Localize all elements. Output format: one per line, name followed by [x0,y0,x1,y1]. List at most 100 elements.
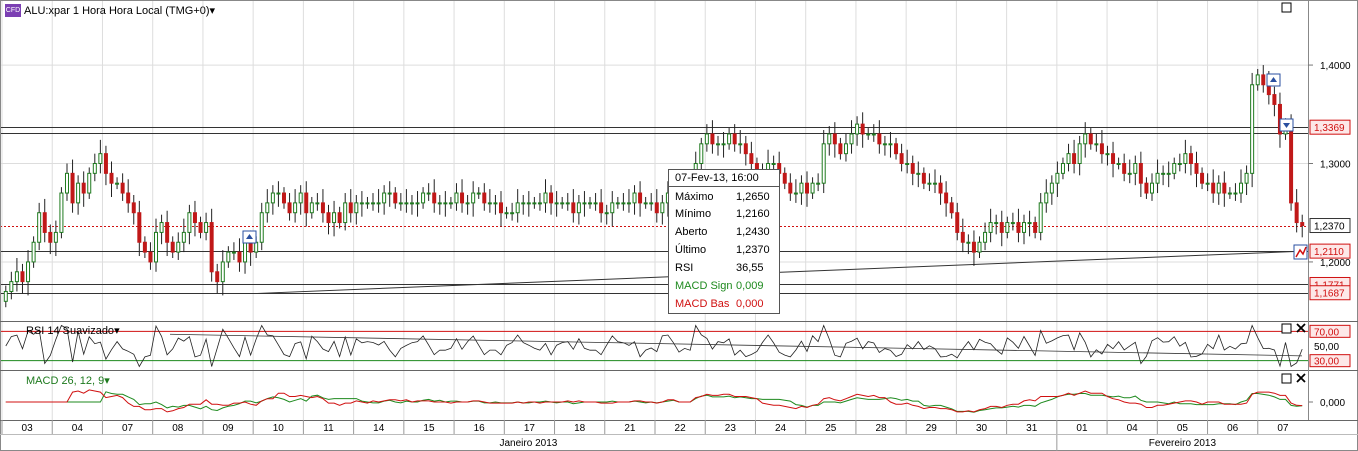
candle-body[interactable] [810,182,815,194]
candle-body[interactable] [632,192,637,204]
candle-body[interactable] [64,172,69,194]
candle-body[interactable] [304,192,309,214]
candle-body[interactable] [159,222,164,233]
candle-body[interactable] [14,271,19,283]
candle-body[interactable] [254,241,259,253]
candle-body[interactable] [1188,153,1193,164]
candle-body[interactable] [1083,133,1088,145]
candle-body[interactable] [398,202,403,205]
candle-body[interactable] [371,202,376,205]
candle-body[interactable] [426,192,431,195]
candle-body[interactable] [715,143,720,146]
candle-body[interactable] [805,182,810,194]
candle-body[interactable] [326,212,331,224]
candle-body[interactable] [365,202,370,205]
candle-body[interactable] [738,143,743,146]
candle-body[interactable] [1066,153,1071,164]
candle-body[interactable] [448,202,453,205]
candle-body[interactable] [20,271,25,283]
candle-body[interactable] [1227,192,1232,195]
candle-body[interactable] [1033,222,1038,233]
candle-body[interactable] [654,202,659,214]
candle-body[interactable] [137,212,142,243]
candle-body[interactable] [560,202,565,205]
candle-body[interactable] [855,123,860,135]
candle-body[interactable] [1222,182,1227,194]
candle-body[interactable] [1149,182,1154,194]
candle-body[interactable] [1133,163,1138,174]
candle-body[interactable] [1211,182,1216,194]
candle-body[interactable] [899,153,904,164]
candle-body[interactable] [293,202,298,214]
candle-body[interactable] [343,202,348,224]
candle-body[interactable] [515,202,520,214]
candle-body[interactable] [710,133,715,145]
candle-body[interactable] [838,143,843,155]
candle-body[interactable] [599,202,604,214]
candle-body[interactable] [1099,143,1104,155]
candle-body[interactable] [332,212,337,224]
candle-body[interactable] [1166,172,1171,175]
candle-body[interactable] [120,182,125,194]
maximize-icon[interactable] [1281,323,1292,334]
candle-body[interactable] [1072,153,1077,164]
candle-body[interactable] [877,133,882,145]
candle-body[interactable] [832,133,837,145]
candle-body[interactable] [287,202,292,214]
candle-body[interactable] [983,231,988,243]
candle-body[interactable] [1060,163,1065,174]
candle-body[interactable] [1233,192,1238,195]
candle-body[interactable] [165,222,170,243]
candle-body[interactable] [1088,133,1093,145]
candle-body[interactable] [554,202,559,205]
candle-body[interactable] [827,133,832,145]
candle-body[interactable] [994,222,999,225]
candle-body[interactable] [1172,163,1177,174]
candle-body[interactable] [482,192,487,204]
candle-body[interactable] [1194,163,1199,174]
candle-body[interactable] [170,241,175,253]
candle-body[interactable] [944,192,949,204]
candle-body[interactable] [215,271,220,283]
candle-body[interactable] [59,192,64,233]
candle-body[interactable] [1010,222,1015,225]
candle-body[interactable] [932,182,937,185]
candle-body[interactable] [220,261,225,283]
candle-body[interactable] [721,143,726,146]
candle-body[interactable] [949,202,954,214]
candle-body[interactable] [37,212,42,243]
candle-body[interactable] [192,212,197,224]
candle-body[interactable] [243,241,248,263]
candle-body[interactable] [999,222,1004,233]
candle-body[interactable] [621,202,626,205]
candle-body[interactable] [543,192,548,204]
candle-body[interactable] [638,192,643,204]
candle-body[interactable] [1077,143,1082,164]
candle-body[interactable] [1289,123,1294,204]
candle-body[interactable] [537,202,542,205]
candle-body[interactable] [187,212,192,233]
candle-body[interactable] [320,202,325,214]
candle-body[interactable] [1294,202,1299,224]
candle-body[interactable] [1183,153,1188,164]
maximize-icon[interactable] [1281,2,1292,13]
close-icon[interactable] [1296,373,1306,383]
candle-body[interactable] [1250,84,1255,174]
candle-body[interactable] [148,251,153,263]
candle-body[interactable] [593,202,598,205]
candle-body[interactable] [1105,153,1110,156]
candle-body[interactable] [53,231,58,243]
candle-body[interactable] [526,202,531,205]
chevron-down-icon[interactable]: ▾ [104,375,110,387]
candle-body[interactable] [209,222,214,273]
candle-body[interactable] [521,202,526,205]
candle-body[interactable] [1161,172,1166,175]
candle-body[interactable] [971,241,976,253]
candle-body[interactable] [565,202,570,205]
candle-body[interactable] [3,290,8,302]
candle-body[interactable] [1038,202,1043,233]
candle-body[interactable] [966,241,971,244]
macd-panel-title[interactable]: MACD 26, 12, 9▾ [26,374,110,387]
candle-body[interactable] [354,202,359,214]
